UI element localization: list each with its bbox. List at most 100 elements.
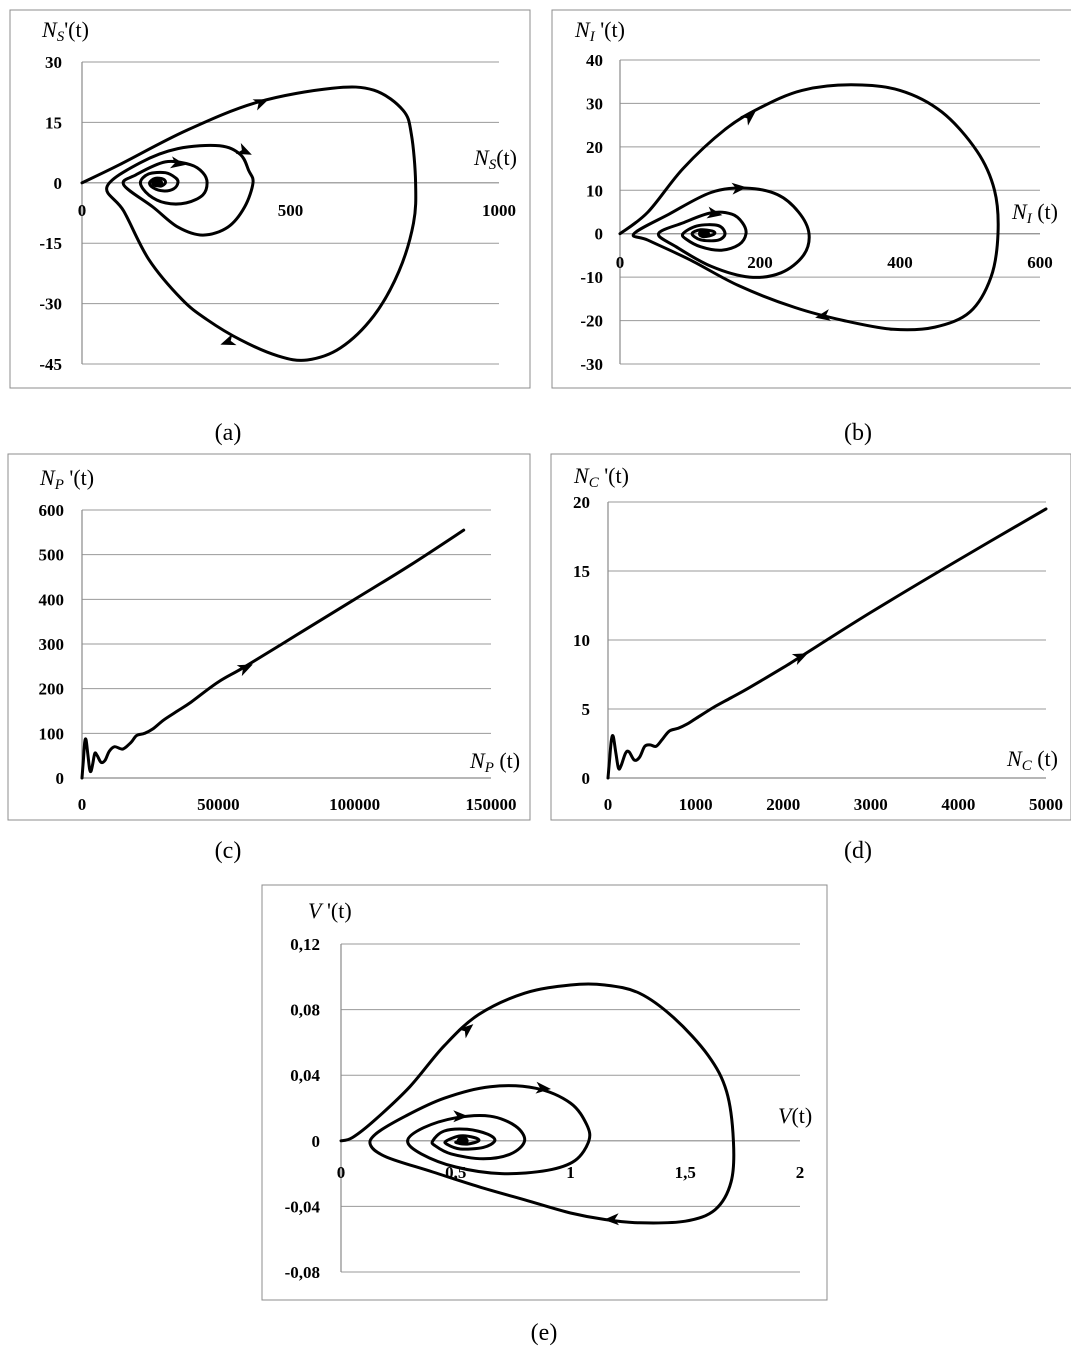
equilibrium-point <box>456 1136 469 1146</box>
y-tick-label: 0 <box>582 769 591 788</box>
x-tick-label: 50000 <box>197 795 240 814</box>
x-tick-label: 1000 <box>679 795 713 814</box>
y-axis-label: NC '(t) <box>573 463 629 491</box>
equilibrium-point <box>698 229 710 239</box>
y-tick-label: -15 <box>39 234 62 253</box>
x-tick-label: 0 <box>616 253 625 272</box>
chart-frame <box>550 453 1071 821</box>
y-tick-label: 0 <box>54 174 63 193</box>
x-tick-label: 0 <box>604 795 613 814</box>
direction-arrow <box>731 182 747 195</box>
chart-panel-e: 0,120,080,040-0,04-0,080 0,5 1 1,5 2V '(t)V(… <box>261 884 828 1346</box>
chart-frame <box>7 453 531 821</box>
panel-caption: (c) <box>215 838 242 864</box>
direction-arrow <box>453 1110 469 1123</box>
direction-arrow <box>815 309 831 321</box>
equilibrium-point <box>151 178 164 188</box>
y-tick-label: 0 <box>312 1132 321 1151</box>
y-tick-label: -10 <box>580 268 603 287</box>
y-tick-label: 30 <box>45 53 62 72</box>
x-axis-label: NC (t) <box>1006 746 1058 774</box>
x-tick-label: 600 <box>1027 253 1053 272</box>
x-tick-label: 0 <box>78 795 87 814</box>
panel-caption: (b) <box>844 420 872 446</box>
y-axis-label: NI '(t) <box>574 17 625 45</box>
direction-arrow <box>252 99 269 111</box>
phase-trajectory <box>80 528 466 780</box>
x-axis-label: NP (t) <box>469 748 520 776</box>
x-tick-label: 500 <box>278 201 304 220</box>
x-axis-label: NI (t) <box>1011 199 1058 227</box>
y-axis-label: NP '(t) <box>39 465 94 493</box>
y-tick-label: -30 <box>39 295 62 314</box>
y-tick-label: 10 <box>573 631 590 650</box>
y-tick-label: 40 <box>586 51 603 70</box>
phase-trajectory <box>618 83 1000 332</box>
x-tick-label: 5000 <box>1029 795 1063 814</box>
y-tick-label: 15 <box>45 113 62 132</box>
direction-arrow <box>457 1024 474 1039</box>
direction-arrow <box>535 1081 551 1094</box>
x-axis-label: NS(t) <box>473 145 517 173</box>
direction-arrow <box>220 333 237 346</box>
y-tick-label: -0,08 <box>285 1263 320 1282</box>
x-tick-label: 0 <box>337 1163 346 1182</box>
direction-arrow <box>740 111 756 126</box>
panel-caption: (e) <box>531 1320 558 1346</box>
x-tick-label: 2 <box>796 1163 805 1182</box>
x-tick-label: 1,5 <box>675 1163 696 1182</box>
y-tick-label: -45 <box>39 355 62 374</box>
y-tick-label: 500 <box>39 546 65 565</box>
y-tick-label: 0,12 <box>290 935 320 954</box>
x-tick-label: 150000 <box>466 795 517 814</box>
y-axis-label: NS'(t) <box>41 17 89 45</box>
phase-trajectory <box>80 85 418 362</box>
y-tick-label: 300 <box>39 635 65 654</box>
y-axis-label: V '(t) <box>308 898 352 923</box>
direction-arrow <box>235 143 252 155</box>
y-tick-label: 15 <box>573 562 590 581</box>
x-tick-label: 4000 <box>941 795 975 814</box>
x-axis-label: V(t) <box>778 1103 812 1128</box>
y-tick-label: 100 <box>39 724 65 743</box>
x-tick-label: 0 <box>78 201 87 220</box>
y-tick-label: 20 <box>573 493 590 512</box>
y-tick-label: 400 <box>39 590 65 609</box>
y-tick-label: -20 <box>580 312 603 331</box>
direction-arrow <box>603 1213 620 1226</box>
x-tick-label: 200 <box>747 253 773 272</box>
x-tick-label: 400 <box>887 253 913 272</box>
x-tick-label: 3000 <box>854 795 888 814</box>
y-tick-label: 10 <box>586 181 603 200</box>
direction-arrow <box>169 156 186 169</box>
x-tick-label: 100000 <box>329 795 380 814</box>
y-tick-label: 20 <box>586 138 603 157</box>
direction-arrow <box>706 206 723 219</box>
y-tick-label: 600 <box>39 501 65 520</box>
y-tick-label: 200 <box>39 680 65 699</box>
y-tick-label: 0,08 <box>290 1001 320 1020</box>
y-tick-label: -0,04 <box>285 1197 321 1216</box>
phase-trajectory <box>606 507 1048 780</box>
x-tick-label: 1000 <box>482 201 516 220</box>
panel-caption: (a) <box>215 420 242 446</box>
x-tick-label: 1 <box>566 1163 575 1182</box>
chart-panel-c: 600 500 400 300 200 100 00 50000 100000 150000 NP … <box>7 453 531 864</box>
chart-frame <box>261 884 828 1301</box>
x-tick-label: 2000 <box>766 795 800 814</box>
y-tick-label: 0,04 <box>290 1066 320 1085</box>
direction-arrow <box>791 653 808 665</box>
y-tick-label: 5 <box>582 700 591 719</box>
chart-frame <box>9 9 531 389</box>
phase-trajectory <box>339 982 736 1225</box>
chart-panel-b: 40 30 20 10 0 -10 -20 -30 0 200 400 600 NI '(t) NI (t… <box>551 9 1071 446</box>
panel-caption: (d) <box>844 838 872 864</box>
y-tick-label: 0 <box>56 769 65 788</box>
y-tick-label: -30 <box>580 355 603 374</box>
chart-frame <box>551 9 1071 389</box>
y-tick-label: 30 <box>586 94 603 113</box>
direction-arrow <box>236 664 253 677</box>
chart-panel-a: 30 15 0 -15 -30 -45 0 500 1000 NS'(t) NS(t) (a) <box>9 9 531 446</box>
y-tick-label: 0 <box>595 225 604 244</box>
